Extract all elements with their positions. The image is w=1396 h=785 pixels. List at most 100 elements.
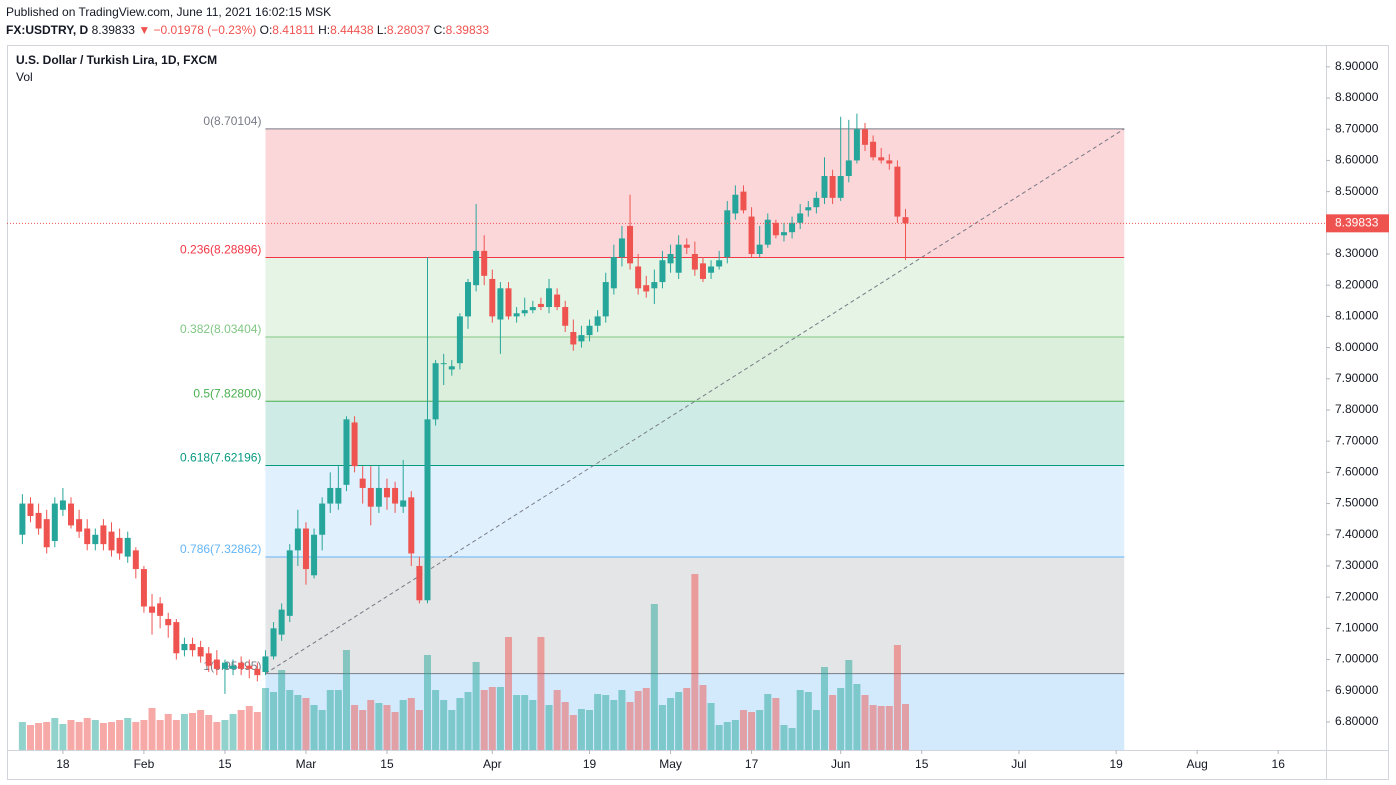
candle-body [124,537,131,557]
volume-bar [294,695,302,750]
candle-body [367,487,374,507]
candle-body [643,285,650,292]
volume-bar [586,710,594,750]
ohlc-value: 8.39833 [445,23,490,37]
volume-bar [286,690,294,750]
y-tick-label: 8.60000 [1335,153,1379,167]
y-tick-label: 7.80000 [1335,402,1379,416]
candle-body [189,643,196,651]
y-tick-label: 6.90000 [1335,683,1379,697]
y-tick-label: 7.40000 [1335,527,1379,541]
candle-body [278,609,285,635]
volume-bar [124,718,132,750]
candle-body [675,244,682,273]
last-price-box [1326,214,1389,233]
candle-body [375,487,382,507]
volume-bar [634,691,642,750]
candle-body [84,528,91,545]
candle-body [165,618,172,626]
candle-body [270,628,277,657]
volume-bar [197,710,205,750]
volume-bar [780,725,788,750]
volume-bar [788,728,796,750]
volume-bar [642,688,650,750]
volume-bar [302,698,310,750]
candle-body [383,487,390,498]
candle-body [213,659,220,669]
x-tick-label: Aug [1186,757,1207,771]
candle-body [335,487,342,504]
candle-body [756,244,763,255]
volume-bar [213,722,221,750]
candle-body [521,310,528,314]
volume-bar [140,720,148,750]
volume-bar [415,710,423,750]
fib-band [265,336,1125,402]
candle-body [610,257,617,289]
volume-label: Vol [16,70,33,84]
volume-bar [658,705,666,750]
volume-bar [440,700,448,750]
candle-body [497,288,504,320]
volume-bar [391,712,399,750]
volume-bar [731,720,739,750]
candle-body [659,260,666,283]
volume-bar [772,698,780,750]
fib-level-label: 0.382(8.03404) [180,322,261,336]
volume-bar [278,670,286,750]
volume-bar [618,690,626,750]
y-tick-label: 8.20000 [1335,277,1379,291]
volume-bar [553,690,561,750]
x-tick-label: 19 [1109,757,1123,771]
volume-bar [180,714,188,750]
candle-body [302,528,309,570]
candle-body [76,519,83,532]
y-tick-label: 7.20000 [1335,589,1379,603]
fib-band [265,401,1125,466]
volume-bar [334,690,342,750]
candle-body [813,197,820,208]
candle-body [473,250,480,286]
volume-bar [18,722,26,750]
volume-bar [707,703,715,750]
candle-body [651,282,658,289]
volume-bar [59,724,67,750]
candle-body [181,643,188,651]
volume-bar [505,637,513,750]
volume-bar [829,695,837,750]
volume-bar [626,702,634,750]
fib-level-label: 0.786(7.32862) [180,542,261,556]
candle-body [400,500,407,507]
fib-band [265,465,1125,558]
volume-bar [132,722,140,750]
ohlc-value: 8.28037 [386,23,431,37]
x-tick-label: 16 [1272,757,1286,771]
volume-bar [845,660,853,750]
symbol: FX:USDTRY, D [6,23,89,37]
volume-bar [26,725,34,750]
volume-bar [594,694,602,750]
volume-bar [691,574,699,750]
candle-body [878,157,885,161]
volume-bar [75,722,83,750]
volume-bar [723,722,731,750]
candle-body [149,606,156,613]
candle-body [351,422,358,467]
ohlc-value: 8.44438 [330,23,374,37]
volume-bar [375,703,383,750]
candle-body [594,316,601,326]
candle-body [708,266,715,273]
candle-body [489,278,496,317]
x-tick-label: 15 [915,757,929,771]
candle-body [667,254,674,264]
y-tick-label: 7.90000 [1335,371,1379,385]
x-tick-label: 17 [745,757,759,771]
volume-bar [683,688,691,750]
volume-bar [221,720,229,750]
candle-body [635,266,642,289]
y-tick-label: 8.90000 [1335,59,1379,73]
candle-body [43,519,50,548]
volume-bar [399,700,407,750]
candle-body [732,194,739,214]
